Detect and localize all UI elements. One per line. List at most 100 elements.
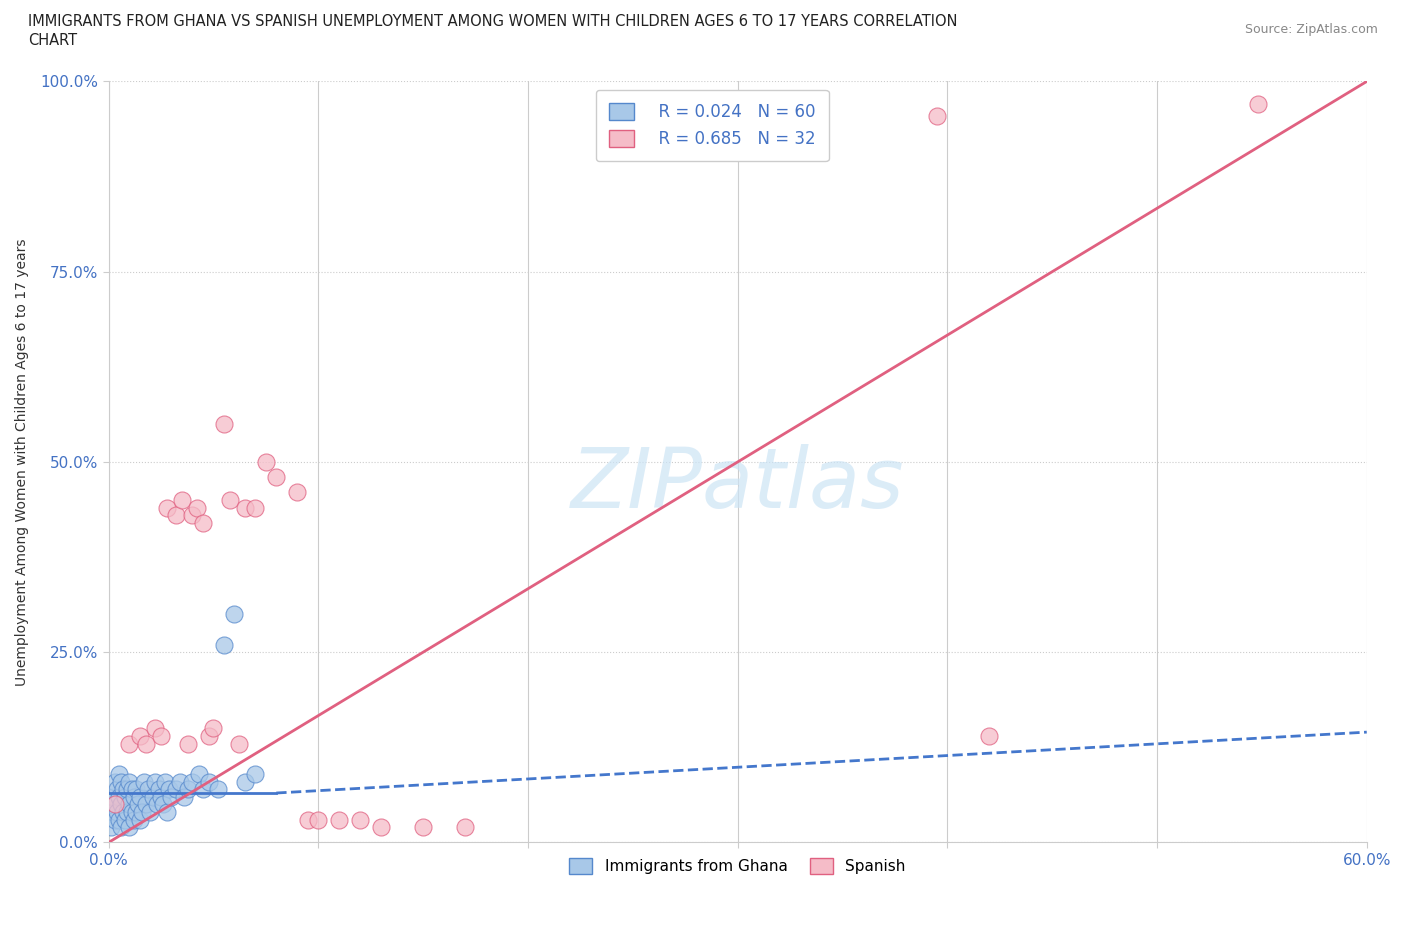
Point	[104, 812, 127, 827]
Point	[138, 782, 160, 797]
Point	[118, 774, 141, 789]
Point	[129, 812, 152, 827]
Point	[112, 804, 135, 819]
Point	[160, 790, 183, 804]
Point	[145, 797, 167, 812]
Y-axis label: Unemployment Among Women with Children Ages 6 to 17 years: Unemployment Among Women with Children A…	[15, 238, 30, 685]
Point	[245, 766, 267, 781]
Point	[129, 790, 152, 804]
Point	[685, 108, 707, 123]
Point	[117, 782, 139, 797]
Point	[177, 737, 200, 751]
Point	[454, 820, 477, 835]
Point	[135, 797, 157, 812]
Point	[370, 820, 392, 835]
Point	[156, 804, 179, 819]
Point	[219, 493, 242, 508]
Point	[224, 606, 246, 621]
Point	[165, 782, 187, 797]
Point	[169, 774, 191, 789]
Point	[170, 493, 193, 508]
Point	[153, 774, 176, 789]
Point	[979, 728, 1001, 743]
Point	[297, 812, 319, 827]
Point	[108, 812, 131, 827]
Point	[104, 797, 127, 812]
Point	[131, 804, 153, 819]
Point	[114, 812, 136, 827]
Point	[142, 790, 165, 804]
Point	[307, 812, 329, 827]
Point	[139, 804, 162, 819]
Point	[173, 790, 195, 804]
Point	[202, 721, 225, 736]
Point	[198, 728, 221, 743]
Point	[207, 782, 229, 797]
Point	[122, 812, 145, 827]
Point	[266, 470, 288, 485]
Point	[117, 804, 139, 819]
Point	[245, 500, 267, 515]
Text: IMMIGRANTS FROM GHANA VS SPANISH UNEMPLOYMENT AMONG WOMEN WITH CHILDREN AGES 6 T: IMMIGRANTS FROM GHANA VS SPANISH UNEMPLO…	[28, 14, 957, 29]
Point	[129, 728, 152, 743]
Point	[118, 737, 141, 751]
Point	[165, 508, 187, 523]
Point	[121, 782, 143, 797]
Text: Source: ZipAtlas.com: Source: ZipAtlas.com	[1244, 23, 1378, 36]
Point	[925, 108, 948, 123]
Point	[748, 108, 770, 123]
Text: ZIPatlas: ZIPatlas	[571, 445, 904, 525]
Point	[105, 782, 128, 797]
Point	[101, 804, 124, 819]
Point	[1247, 97, 1270, 112]
Point	[118, 820, 141, 835]
Text: CHART: CHART	[28, 33, 77, 47]
Point	[125, 782, 148, 797]
Point	[412, 820, 434, 835]
Point	[104, 774, 127, 789]
Point	[149, 728, 172, 743]
Point	[114, 790, 136, 804]
Point	[108, 790, 131, 804]
Point	[212, 637, 235, 652]
Point	[110, 797, 132, 812]
Point	[152, 797, 174, 812]
Point	[118, 797, 141, 812]
Point	[191, 782, 214, 797]
Point	[156, 500, 179, 515]
Point	[108, 766, 131, 781]
Point	[112, 782, 135, 797]
Point	[104, 797, 127, 812]
Point	[181, 774, 204, 789]
Point	[285, 485, 308, 499]
Point	[157, 782, 180, 797]
Point	[127, 797, 149, 812]
Point	[125, 804, 148, 819]
Point	[121, 804, 143, 819]
Point	[149, 790, 172, 804]
Point	[105, 804, 128, 819]
Point	[187, 766, 209, 781]
Point	[233, 774, 256, 789]
Point	[349, 812, 371, 827]
Point	[148, 782, 170, 797]
Point	[233, 500, 256, 515]
Point	[198, 774, 221, 789]
Point	[135, 737, 157, 751]
Point	[110, 774, 132, 789]
Point	[212, 417, 235, 432]
Point	[186, 500, 208, 515]
Point	[328, 812, 350, 827]
Point	[228, 737, 250, 751]
Legend: Immigrants from Ghana, Spanish: Immigrants from Ghana, Spanish	[564, 852, 912, 881]
Point	[101, 790, 124, 804]
Point	[177, 782, 200, 797]
Point	[134, 774, 156, 789]
Point	[122, 790, 145, 804]
Point	[143, 721, 166, 736]
Point	[110, 820, 132, 835]
Point	[191, 515, 214, 530]
Point	[143, 774, 166, 789]
Point	[181, 508, 204, 523]
Point	[254, 455, 277, 470]
